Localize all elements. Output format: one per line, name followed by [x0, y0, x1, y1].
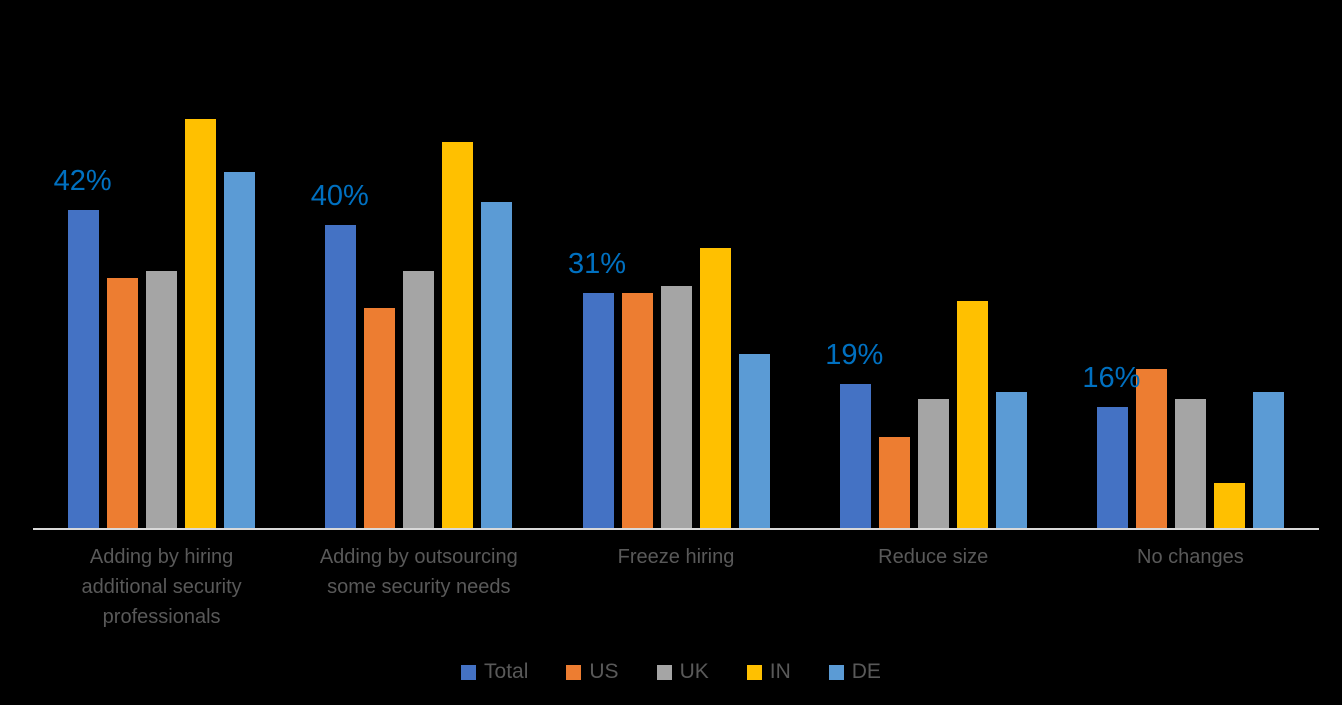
bar-us-3 — [621, 293, 653, 528]
category-axis: Adding by hiring additional security pro… — [33, 542, 1319, 632]
category-label-adding-by-hiring: Adding by hiring additional security pro… — [81, 546, 242, 628]
bar-in-3 — [699, 248, 731, 528]
bar-de-3 — [738, 354, 770, 528]
legend-label-us: US — [589, 660, 619, 683]
data-label-total-4: 19% — [825, 339, 884, 371]
bar-group-1: 42% — [33, 0, 290, 528]
bar-total-3 — [582, 293, 614, 528]
bar-de-2 — [481, 202, 513, 528]
category-label-no-changes: No changes — [1137, 546, 1244, 568]
bar-uk-2 — [403, 271, 435, 528]
category-label-adding-by-outsourcing: Adding by outsourcing some security need… — [319, 546, 518, 598]
legend-label-in: IN — [769, 660, 791, 683]
data-label-total-1: 42% — [53, 165, 112, 197]
bar-group-4: 19% — [805, 0, 1062, 528]
bar-us-2 — [364, 308, 396, 528]
bar-in-5 — [1213, 483, 1245, 528]
bar-total-5 — [1096, 407, 1128, 528]
legend-swatch-uk — [656, 664, 672, 680]
data-label-total-2: 40% — [310, 180, 369, 212]
bar-total-4 — [839, 384, 871, 528]
bar-uk-4 — [917, 399, 949, 528]
bar-total-2 — [325, 225, 357, 528]
bar-in-2 — [442, 142, 474, 528]
legend-label-uk: UK — [679, 660, 709, 683]
data-label-total-3: 31% — [568, 248, 627, 280]
bar-in-1 — [185, 119, 217, 528]
bar-uk-5 — [1174, 399, 1206, 528]
category-label-reduce-size: Reduce size — [878, 546, 989, 568]
legend-item-uk: UK — [656, 660, 709, 684]
bar-uk-1 — [146, 271, 178, 528]
legend-swatch-us — [566, 664, 582, 680]
legend-label-de: DE — [851, 660, 881, 683]
bar-group-3: 31% — [547, 0, 804, 528]
bar-de-5 — [1252, 392, 1284, 528]
legend-swatch-in — [746, 664, 762, 680]
bar-us-1 — [107, 278, 139, 528]
legend-swatch-de — [828, 664, 844, 680]
legend-item-total: Total — [461, 660, 528, 684]
data-label-total-5: 16% — [1082, 362, 1141, 394]
bar-group-5: 16% — [1062, 0, 1319, 528]
legend-swatch-total — [461, 664, 477, 680]
bar-de-4 — [995, 392, 1027, 528]
legend-label-total: Total — [484, 660, 529, 683]
category-label-freeze-hiring: Freeze hiring — [617, 546, 735, 568]
bar-in-4 — [956, 301, 988, 528]
bar-us-4 — [878, 437, 910, 528]
legend-item-in: IN — [746, 660, 791, 684]
legend-item-de: DE — [828, 660, 881, 684]
plot-area: 42% 40% 31% 19% 16% — [33, 0, 1319, 530]
bar-group-2: 40% — [290, 0, 547, 528]
legend: Total US UK IN DE — [0, 660, 1342, 684]
bar-de-1 — [224, 172, 256, 528]
bar-uk-3 — [660, 286, 692, 528]
legend-item-us: US — [566, 660, 619, 684]
bar-us-5 — [1135, 369, 1167, 528]
bar-total-1 — [68, 210, 100, 528]
